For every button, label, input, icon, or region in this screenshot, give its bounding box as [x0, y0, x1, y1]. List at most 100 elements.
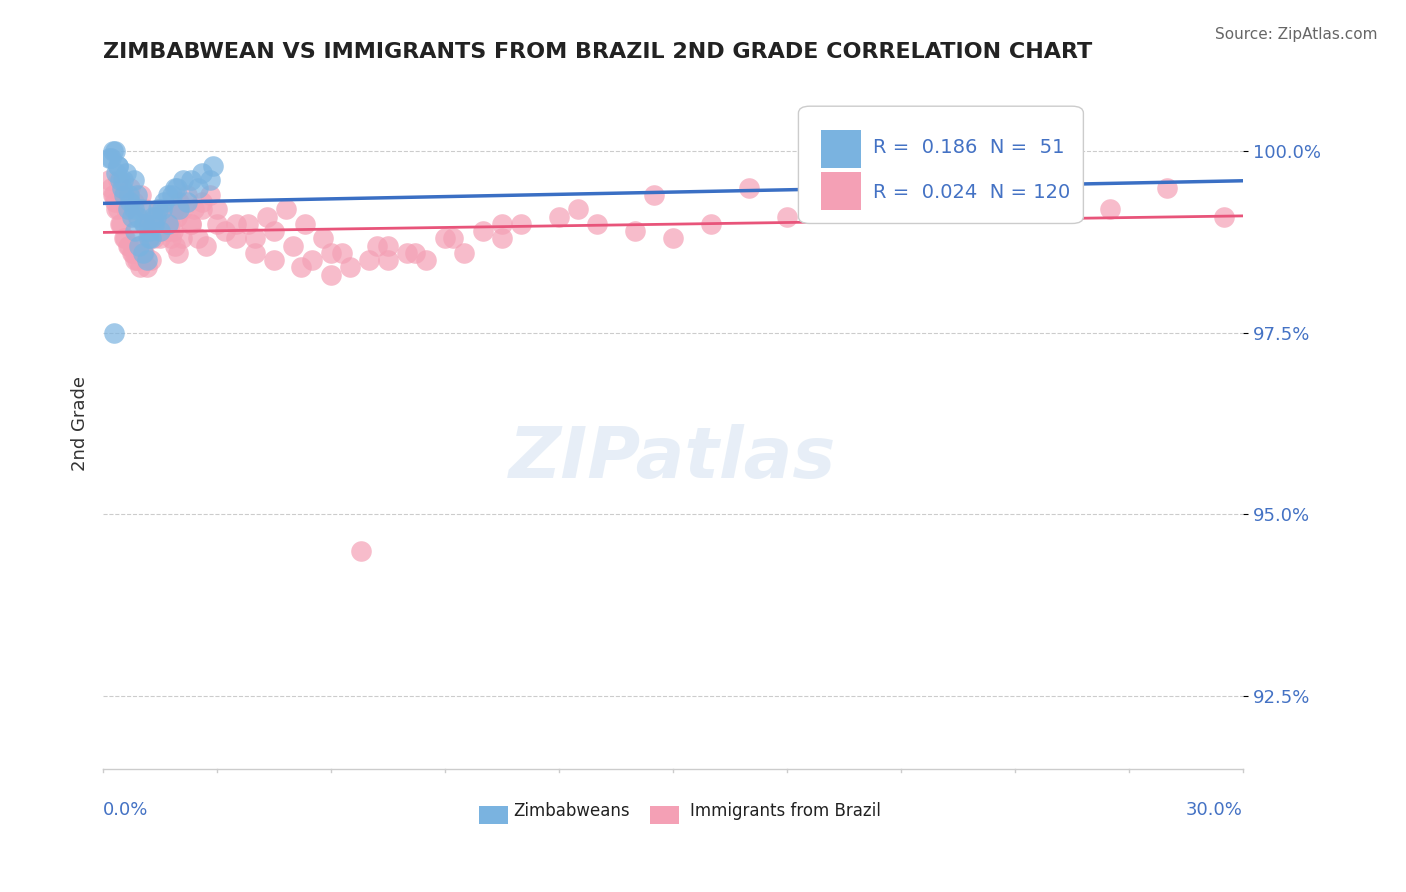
- Point: [110, 173, 132, 187]
- Point: [111, 173, 134, 187]
- Point: [453, 246, 475, 260]
- Point: [165, 180, 187, 194]
- Y-axis label: 2nd Grade: 2nd Grade: [72, 376, 89, 471]
- Point: [117, 202, 139, 217]
- Point: [776, 210, 799, 224]
- Point: [118, 238, 141, 252]
- Point: [132, 246, 155, 260]
- Point: [118, 195, 141, 210]
- Point: [153, 195, 176, 210]
- Point: [111, 180, 134, 194]
- Point: [194, 238, 217, 252]
- Text: Zimbabweans: Zimbabweans: [513, 802, 630, 821]
- Point: [225, 217, 247, 231]
- Point: [115, 202, 138, 217]
- Point: [112, 187, 135, 202]
- Point: [150, 202, 173, 217]
- Point: [139, 231, 162, 245]
- Point: [191, 195, 214, 210]
- Point: [167, 246, 190, 260]
- Point: [624, 224, 647, 238]
- Point: [183, 202, 205, 217]
- Point: [256, 210, 278, 224]
- Point: [191, 166, 214, 180]
- Point: [107, 159, 129, 173]
- Text: Immigrants from Brazil: Immigrants from Brazil: [690, 802, 882, 821]
- Point: [1156, 180, 1178, 194]
- Text: R =  0.186  N =  51: R = 0.186 N = 51: [873, 138, 1064, 157]
- Point: [205, 202, 228, 217]
- Point: [928, 195, 950, 210]
- Point: [155, 202, 177, 217]
- Point: [138, 231, 160, 245]
- Point: [112, 231, 135, 245]
- Point: [700, 217, 723, 231]
- Point: [118, 187, 141, 202]
- Bar: [479, 806, 508, 823]
- Point: [129, 202, 152, 217]
- Point: [138, 224, 160, 238]
- Point: [187, 231, 209, 245]
- Point: [567, 202, 589, 217]
- Point: [118, 180, 141, 194]
- Point: [281, 238, 304, 252]
- Point: [156, 217, 179, 231]
- Point: [103, 187, 125, 202]
- Point: [124, 202, 146, 217]
- Text: ZIMBABWEAN VS IMMIGRANTS FROM BRAZIL 2ND GRADE CORRELATION CHART: ZIMBABWEAN VS IMMIGRANTS FROM BRAZIL 2ND…: [103, 42, 1092, 62]
- Point: [332, 246, 354, 260]
- Point: [136, 231, 159, 245]
- Point: [103, 145, 125, 159]
- Point: [377, 253, 399, 268]
- Point: [107, 173, 129, 187]
- Point: [124, 253, 146, 268]
- Point: [111, 187, 134, 202]
- Point: [103, 195, 125, 210]
- Text: R =  0.024  N = 120: R = 0.024 N = 120: [873, 183, 1070, 202]
- Point: [319, 268, 342, 282]
- Point: [107, 159, 129, 173]
- Point: [491, 231, 513, 245]
- Point: [966, 187, 988, 202]
- Point: [134, 217, 156, 231]
- Point: [127, 187, 149, 202]
- Point: [138, 217, 160, 231]
- Point: [172, 173, 194, 187]
- Point: [139, 253, 162, 268]
- FancyBboxPatch shape: [799, 106, 1084, 224]
- Point: [103, 326, 125, 340]
- Point: [167, 195, 190, 210]
- Text: 0.0%: 0.0%: [103, 801, 149, 819]
- Point: [290, 260, 312, 275]
- Point: [263, 253, 285, 268]
- Point: [415, 253, 437, 268]
- Point: [110, 217, 132, 231]
- Point: [359, 253, 381, 268]
- Point: [243, 231, 266, 245]
- Point: [122, 173, 145, 187]
- Point: [180, 217, 202, 231]
- Point: [157, 187, 180, 202]
- Point: [339, 260, 361, 275]
- Point: [377, 238, 399, 252]
- Point: [294, 217, 316, 231]
- Point: [510, 217, 533, 231]
- Point: [165, 202, 187, 217]
- Point: [586, 217, 609, 231]
- Point: [167, 202, 190, 217]
- Point: [110, 217, 132, 231]
- Point: [107, 202, 129, 217]
- Text: Source: ZipAtlas.com: Source: ZipAtlas.com: [1215, 27, 1378, 42]
- Point: [129, 260, 152, 275]
- Point: [166, 210, 188, 224]
- Point: [145, 210, 167, 224]
- Point: [159, 217, 181, 231]
- Point: [472, 224, 495, 238]
- Point: [274, 202, 297, 217]
- Point: [148, 202, 170, 217]
- Point: [187, 180, 209, 194]
- Point: [156, 224, 179, 238]
- Point: [100, 180, 122, 194]
- Bar: [650, 806, 679, 823]
- Point: [105, 166, 128, 180]
